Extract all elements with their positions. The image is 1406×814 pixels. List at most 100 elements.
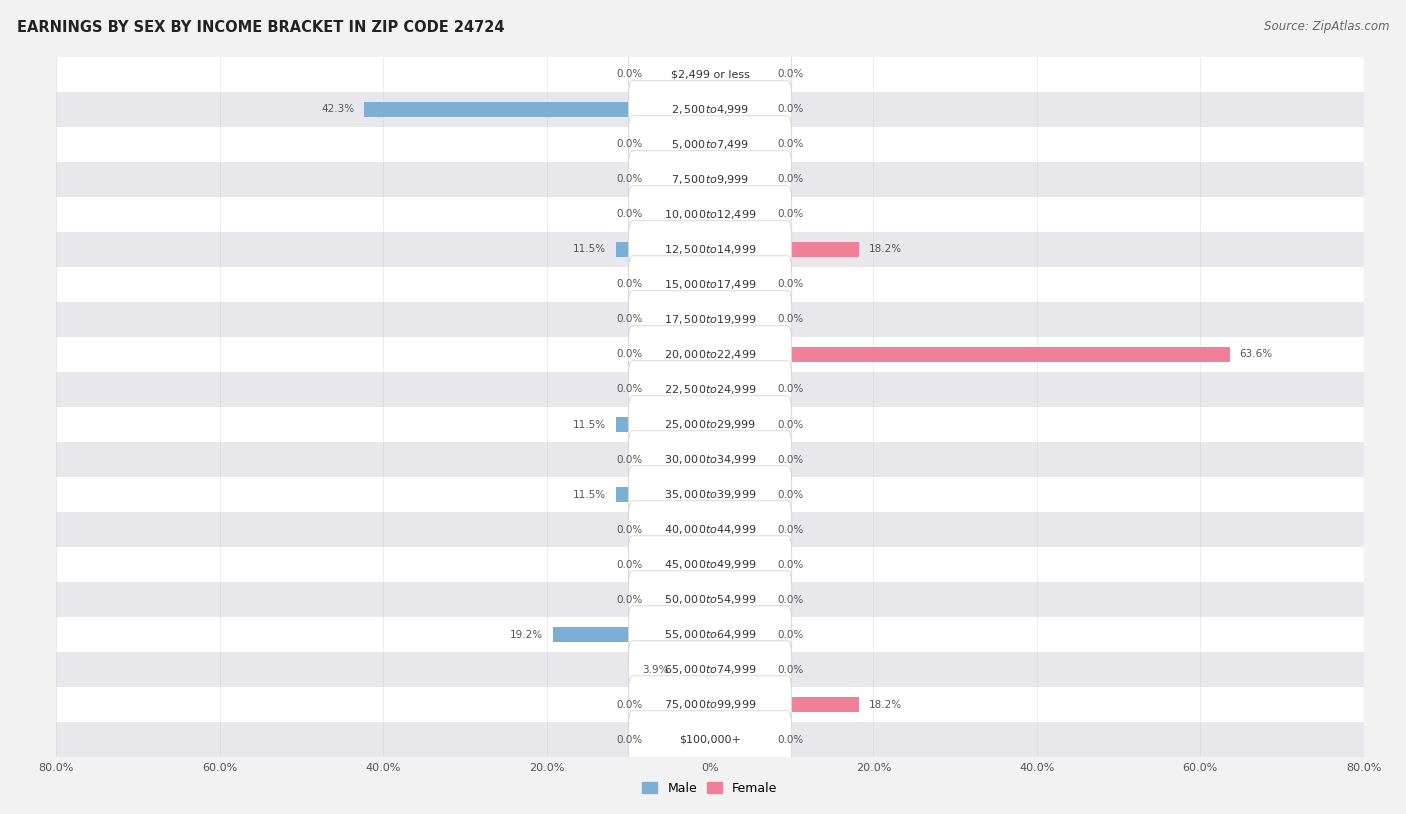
Text: 0.0%: 0.0% xyxy=(778,104,803,115)
Bar xyxy=(652,207,710,222)
Text: 0.0%: 0.0% xyxy=(617,454,643,465)
Bar xyxy=(652,172,710,187)
FancyBboxPatch shape xyxy=(628,151,792,208)
Text: 0.0%: 0.0% xyxy=(778,629,803,640)
Bar xyxy=(652,732,710,747)
Text: 0.0%: 0.0% xyxy=(617,699,643,710)
Text: $25,000 to $29,999: $25,000 to $29,999 xyxy=(664,418,756,431)
Text: $2,499 or less: $2,499 or less xyxy=(671,69,749,80)
Text: 0.0%: 0.0% xyxy=(617,349,643,360)
FancyBboxPatch shape xyxy=(628,291,792,348)
Text: Source: ZipAtlas.com: Source: ZipAtlas.com xyxy=(1264,20,1389,33)
Bar xyxy=(553,627,710,642)
Bar xyxy=(710,277,768,292)
FancyBboxPatch shape xyxy=(628,46,792,103)
Text: 0.0%: 0.0% xyxy=(778,489,803,500)
Text: 63.6%: 63.6% xyxy=(1240,349,1272,360)
Bar xyxy=(710,347,1230,362)
Text: 0.0%: 0.0% xyxy=(778,594,803,605)
Text: 0.0%: 0.0% xyxy=(617,384,643,395)
Text: 0.0%: 0.0% xyxy=(778,69,803,80)
FancyBboxPatch shape xyxy=(628,466,792,523)
Bar xyxy=(652,347,710,362)
Bar xyxy=(652,697,710,712)
FancyBboxPatch shape xyxy=(56,687,1364,722)
Text: 11.5%: 11.5% xyxy=(574,489,606,500)
Bar xyxy=(652,557,710,572)
Bar xyxy=(710,627,768,642)
FancyBboxPatch shape xyxy=(628,396,792,453)
Bar xyxy=(652,67,710,82)
Text: $100,000+: $100,000+ xyxy=(679,734,741,745)
FancyBboxPatch shape xyxy=(628,116,792,173)
Text: $2,500 to $4,999: $2,500 to $4,999 xyxy=(671,103,749,116)
Text: $65,000 to $74,999: $65,000 to $74,999 xyxy=(664,663,756,676)
Bar xyxy=(616,242,710,257)
Text: $20,000 to $22,499: $20,000 to $22,499 xyxy=(664,348,756,361)
Bar xyxy=(710,732,768,747)
FancyBboxPatch shape xyxy=(56,302,1364,337)
FancyBboxPatch shape xyxy=(56,477,1364,512)
FancyBboxPatch shape xyxy=(628,641,792,698)
Bar xyxy=(710,417,768,432)
FancyBboxPatch shape xyxy=(628,81,792,138)
FancyBboxPatch shape xyxy=(56,582,1364,617)
Text: 0.0%: 0.0% xyxy=(617,734,643,745)
Text: $45,000 to $49,999: $45,000 to $49,999 xyxy=(664,558,756,571)
FancyBboxPatch shape xyxy=(628,501,792,558)
Text: 0.0%: 0.0% xyxy=(778,209,803,220)
Text: 18.2%: 18.2% xyxy=(869,699,901,710)
Bar xyxy=(652,452,710,467)
Text: $50,000 to $54,999: $50,000 to $54,999 xyxy=(664,593,756,606)
FancyBboxPatch shape xyxy=(628,221,792,278)
FancyBboxPatch shape xyxy=(628,676,792,733)
Text: 0.0%: 0.0% xyxy=(617,209,643,220)
Bar xyxy=(616,487,710,502)
Bar xyxy=(652,382,710,397)
Bar xyxy=(710,242,859,257)
Bar xyxy=(364,102,710,117)
Bar xyxy=(616,417,710,432)
FancyBboxPatch shape xyxy=(628,711,792,768)
Text: $30,000 to $34,999: $30,000 to $34,999 xyxy=(664,453,756,466)
Text: 0.0%: 0.0% xyxy=(617,139,643,150)
FancyBboxPatch shape xyxy=(56,372,1364,407)
Text: 11.5%: 11.5% xyxy=(574,244,606,255)
Bar xyxy=(652,592,710,607)
FancyBboxPatch shape xyxy=(56,92,1364,127)
Text: 18.2%: 18.2% xyxy=(869,244,901,255)
Text: $35,000 to $39,999: $35,000 to $39,999 xyxy=(664,488,756,501)
Text: 0.0%: 0.0% xyxy=(778,734,803,745)
Text: 0.0%: 0.0% xyxy=(778,314,803,325)
Text: 0.0%: 0.0% xyxy=(778,559,803,570)
Bar xyxy=(652,522,710,537)
FancyBboxPatch shape xyxy=(56,512,1364,547)
Bar xyxy=(710,102,768,117)
Bar xyxy=(710,487,768,502)
FancyBboxPatch shape xyxy=(628,361,792,418)
Legend: Male, Female: Male, Female xyxy=(637,777,783,800)
FancyBboxPatch shape xyxy=(56,162,1364,197)
Text: 0.0%: 0.0% xyxy=(617,279,643,290)
Bar xyxy=(710,557,768,572)
Text: 0.0%: 0.0% xyxy=(778,384,803,395)
Bar xyxy=(710,522,768,537)
FancyBboxPatch shape xyxy=(56,407,1364,442)
Bar xyxy=(710,592,768,607)
Text: 0.0%: 0.0% xyxy=(778,664,803,675)
Bar xyxy=(710,67,768,82)
Text: 0.0%: 0.0% xyxy=(617,524,643,535)
Bar xyxy=(710,312,768,327)
Text: 0.0%: 0.0% xyxy=(617,174,643,185)
FancyBboxPatch shape xyxy=(628,326,792,383)
FancyBboxPatch shape xyxy=(56,617,1364,652)
Text: $5,000 to $7,499: $5,000 to $7,499 xyxy=(671,138,749,151)
Text: 0.0%: 0.0% xyxy=(778,174,803,185)
FancyBboxPatch shape xyxy=(56,442,1364,477)
Text: $40,000 to $44,999: $40,000 to $44,999 xyxy=(664,523,756,536)
FancyBboxPatch shape xyxy=(56,232,1364,267)
FancyBboxPatch shape xyxy=(56,337,1364,372)
Text: 0.0%: 0.0% xyxy=(778,139,803,150)
Text: $15,000 to $17,499: $15,000 to $17,499 xyxy=(664,278,756,291)
Bar xyxy=(652,137,710,152)
